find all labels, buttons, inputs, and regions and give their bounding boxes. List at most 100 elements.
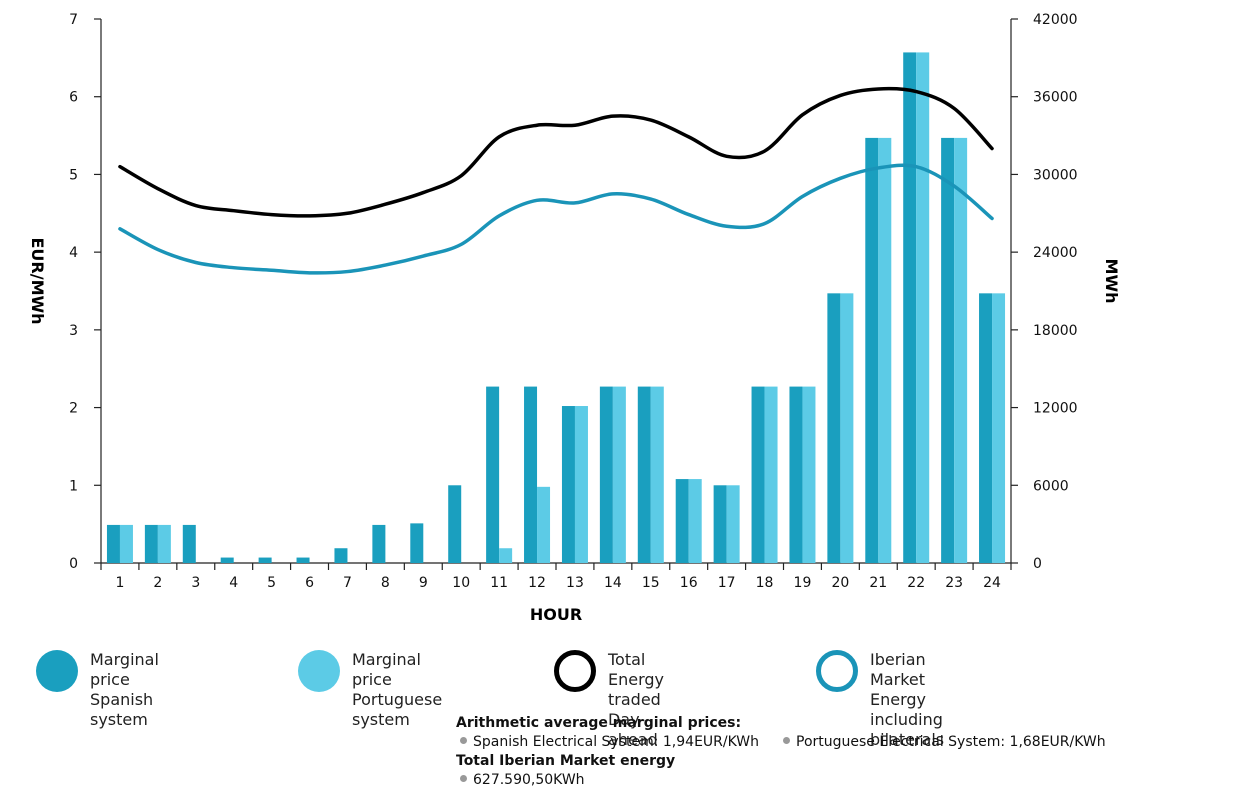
- bar-spanish-price: [372, 524, 386, 563]
- bar-spanish-price: [979, 293, 993, 563]
- summary-notes: Arithmetic average marginal prices: Span…: [456, 714, 1106, 790]
- bar-portuguese-price: [726, 485, 740, 563]
- total-energy-value: 627.590,50KWh: [473, 772, 585, 788]
- x-tick-label: 1: [115, 575, 124, 591]
- legend: Marginal price Spanish system Marginal p…: [36, 648, 1216, 749]
- bar-spanish-price: [789, 386, 803, 563]
- y-left-tick-label: 5: [69, 167, 78, 183]
- y-right-tick-label: 42000: [1033, 12, 1078, 28]
- y-axis-left-title: EUR/MWh: [28, 237, 47, 324]
- total-energy-title: Total Iberian Market energy: [456, 753, 676, 769]
- bar-spanish-price: [106, 524, 120, 563]
- bullet-icon: [460, 737, 467, 744]
- bullet-icon: [783, 737, 791, 744]
- bar-portuguese-price: [499, 548, 513, 563]
- bar-spanish-price: [182, 524, 196, 563]
- chart: 0123456706000120001800024000300003600042…: [28, 12, 1121, 624]
- bar-portuguese-price: [954, 137, 968, 563]
- bar-portuguese-price: [878, 137, 892, 563]
- legend-swatch-iberian-energy: [816, 650, 858, 692]
- legend-label: Marginal price Portuguese system: [352, 650, 443, 729]
- x-tick-label: 2: [153, 575, 162, 591]
- line-iberian-energy: [118, 163, 994, 275]
- bar-spanish-price: [903, 52, 917, 563]
- x-tick-label: 18: [756, 575, 774, 591]
- line-total-energy: [118, 86, 994, 218]
- y-right-tick-label: 24000: [1033, 245, 1078, 261]
- x-tick-label: 12: [528, 575, 546, 591]
- x-tick-label: 11: [490, 575, 508, 591]
- bar-portuguese-price: [119, 524, 133, 563]
- y-axis-right-title: MWh: [1102, 259, 1121, 304]
- x-tick-label: 13: [566, 575, 584, 591]
- y-right-tick-label: 6000: [1033, 478, 1069, 494]
- y-left-tick-label: 2: [69, 401, 78, 417]
- bar-portuguese-price: [688, 479, 702, 563]
- bar-spanish-price: [258, 557, 272, 563]
- bar-spanish-price: [220, 557, 234, 563]
- x-tick-label: 3: [191, 575, 200, 591]
- x-tick-label: 23: [945, 575, 963, 591]
- bar-spanish-price: [524, 386, 538, 563]
- legend-swatch-spanish-price: [36, 650, 78, 692]
- lines-layer: [118, 86, 994, 275]
- bar-portuguese-price: [612, 386, 626, 563]
- x-tick-label: 9: [419, 575, 428, 591]
- x-tick-label: 24: [983, 575, 1001, 591]
- x-tick-label: 6: [305, 575, 314, 591]
- y-left-tick-label: 7: [69, 12, 78, 28]
- legend-label: Marginal price Spanish system: [90, 650, 159, 729]
- x-tick-label: 15: [642, 575, 660, 591]
- bar-spanish-price: [410, 523, 424, 563]
- x-tick-label: 10: [452, 575, 470, 591]
- labels-layer: 0123456706000120001800024000300003600042…: [69, 12, 1077, 591]
- axes-layer: [94, 18, 1018, 570]
- y-left-tick-label: 6: [69, 90, 78, 106]
- bar-spanish-price: [675, 479, 689, 563]
- bars-layer: [106, 52, 1006, 563]
- x-tick-label: 5: [267, 575, 276, 591]
- portuguese-avg-price: Portuguese Electrical System: 1,68EUR/KW…: [796, 734, 1106, 750]
- bar-portuguese-price: [764, 386, 778, 563]
- bar-spanish-price: [637, 386, 651, 563]
- y-left-tick-label: 4: [69, 245, 78, 261]
- bullet-icon: [460, 775, 467, 782]
- y-right-tick-label: 36000: [1033, 90, 1078, 106]
- x-tick-label: 21: [869, 575, 887, 591]
- bar-spanish-price: [144, 524, 158, 563]
- bar-portuguese-price: [537, 486, 551, 563]
- bar-portuguese-price: [802, 386, 816, 563]
- y-right-tick-label: 18000: [1033, 323, 1078, 339]
- total-energy-row: 627.590,50KWh: [456, 771, 1106, 790]
- legend-swatch-total-energy: [554, 650, 596, 692]
- x-axis-title: HOUR: [530, 605, 582, 624]
- x-tick-label: 4: [229, 575, 238, 591]
- x-tick-label: 19: [794, 575, 812, 591]
- x-tick-label: 22: [907, 575, 925, 591]
- spanish-avg-price: Spanish Electrical System: 1,94EUR/KWh: [473, 734, 760, 750]
- bar-spanish-price: [827, 293, 841, 563]
- legend-label: Total Energy traded Day-ahead: [608, 650, 665, 749]
- y-right-tick-label: 30000: [1033, 167, 1078, 183]
- bar-spanish-price: [486, 386, 500, 563]
- bar-spanish-price: [865, 137, 879, 563]
- y-left-tick-label: 1: [69, 478, 78, 494]
- x-tick-label: 7: [343, 575, 352, 591]
- avg-prices-title: Arithmetic average marginal prices:: [456, 715, 742, 731]
- bar-portuguese-price: [992, 293, 1006, 563]
- x-tick-label: 8: [381, 575, 390, 591]
- legend-swatch-portuguese-price: [298, 650, 340, 692]
- y-left-tick-label: 3: [69, 323, 78, 339]
- x-tick-label: 14: [604, 575, 622, 591]
- bar-spanish-price: [941, 137, 955, 563]
- avg-prices-row: Spanish Electrical System: 1,94EUR/KWh Po…: [456, 733, 1106, 752]
- x-tick-label: 17: [718, 575, 736, 591]
- bar-spanish-price: [448, 485, 462, 563]
- y-left-tick-label: 0: [69, 556, 78, 572]
- bar-portuguese-price: [650, 386, 664, 563]
- bar-portuguese-price: [157, 524, 171, 563]
- x-tick-label: 16: [680, 575, 698, 591]
- bar-portuguese-price: [840, 293, 854, 563]
- bar-spanish-price: [296, 557, 310, 563]
- x-tick-label: 20: [831, 575, 849, 591]
